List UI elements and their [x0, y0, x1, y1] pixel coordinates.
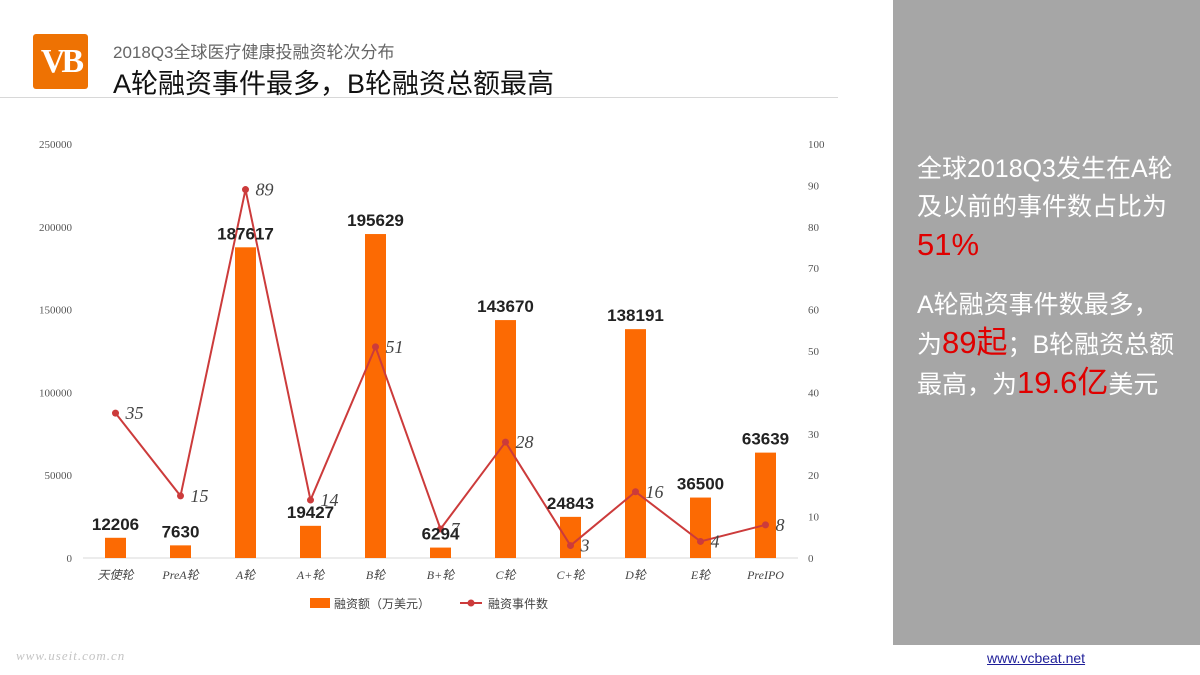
y-right-tick-label: 10	[808, 512, 820, 524]
bar-value-label: 195629	[347, 211, 404, 230]
x-tick-label: PreA轮	[161, 568, 199, 582]
y-left-tick-label: 200000	[39, 222, 73, 234]
y-right-tick-label: 30	[808, 429, 820, 441]
event-count-line	[114, 189, 766, 548]
y-right-tick-label: 70	[808, 263, 820, 275]
line-point	[502, 438, 509, 446]
line-value-label: 51	[386, 337, 404, 357]
bar	[430, 547, 451, 558]
x-tick-label: C轮	[495, 568, 516, 582]
line-value-label: 3	[580, 536, 590, 556]
summary-text: ；B轮融资总额最高，为	[917, 331, 1175, 399]
line-value-label: 28	[516, 432, 534, 452]
bar-value-label: 6294	[422, 525, 460, 544]
line-point	[177, 492, 184, 500]
summary-text: A轮融资事件数最多，为	[917, 291, 1159, 359]
bar	[690, 497, 711, 558]
slide-title: A轮融资事件最多，B轮融资总额最高	[113, 69, 555, 99]
summary-text: 全球2018Q3发生在A轮及以前的事件数占比为	[917, 155, 1173, 221]
legend-line-label: 融资事件数	[488, 596, 548, 611]
bar	[105, 537, 126, 558]
line-point	[307, 496, 314, 504]
line-point	[567, 542, 574, 550]
y-right-tick-label: 50	[808, 346, 820, 358]
vcbeat-logo: VB	[33, 34, 88, 89]
y-right-tick-label: 0	[808, 553, 814, 565]
bar-value-label: 24843	[547, 494, 594, 513]
summary-panel: 全球2018Q3发生在A轮及以前的事件数占比为 51% A轮融资事件数最多，为89…	[893, 0, 1200, 645]
summary-highlight: 19.6亿	[1017, 365, 1109, 400]
y-right-tick-label: 90	[808, 180, 820, 192]
y-right-tick-label: 100	[808, 139, 825, 151]
bar	[300, 525, 321, 558]
legend-line-marker	[467, 599, 475, 607]
line-value-label: 89	[256, 180, 274, 200]
line-value-label: 4	[711, 531, 720, 551]
y-left-tick-label: 0	[67, 553, 73, 565]
line-point	[632, 488, 639, 496]
summary-text: 美元	[1108, 371, 1159, 399]
bar	[235, 247, 256, 558]
bar-value-label: 7630	[162, 522, 200, 541]
x-tick-label: PreIPO	[746, 568, 784, 582]
bar-value-label: 12206	[92, 515, 139, 534]
y-right-tick-label: 40	[808, 387, 820, 399]
x-tick-label: B+轮	[427, 568, 455, 582]
line-value-label: 8	[776, 515, 785, 535]
funding-round-chart: 0 50000 100000 150000 200000 250000 0 10 20 30 40 5…	[39, 139, 825, 611]
watermark: www.useit.com.cn	[16, 648, 126, 663]
bar	[560, 516, 581, 558]
line-point	[762, 521, 769, 529]
line-value-label: 7	[451, 519, 461, 539]
legend-bar-swatch	[310, 598, 330, 608]
line-value-label: 16	[646, 482, 664, 502]
y-left-tick-label: 250000	[39, 139, 73, 151]
line-point	[437, 525, 444, 533]
bar-value-label: 187617	[217, 224, 274, 243]
bar	[625, 329, 646, 558]
y-right-tick-label: 80	[808, 222, 820, 234]
summary-highlight: 51%	[917, 227, 980, 262]
x-tick-label: C+轮	[556, 568, 585, 582]
bar-value-label: 143670	[477, 297, 534, 316]
slide-subtitle: 2018Q3全球医疗健康投融资轮次分布	[113, 43, 395, 62]
line-point	[372, 343, 379, 351]
summary-paragraph-2: A轮融资事件数最多，为89起；B轮融资总额最高，为19.6亿美元	[917, 286, 1182, 404]
line-point	[242, 186, 249, 194]
title-divider	[0, 97, 838, 98]
line-value-label: 15	[191, 486, 209, 506]
bar-value-label: 36500	[677, 475, 724, 494]
y-left-tick-label: 150000	[39, 305, 73, 317]
x-tick-label: E轮	[690, 568, 711, 582]
line-point	[697, 537, 704, 545]
bar	[170, 545, 191, 558]
vcbeat-link[interactable]: www.vcbeat.net	[987, 650, 1086, 666]
x-tick-label: A轮	[235, 568, 256, 582]
x-tick-label: A+轮	[296, 568, 325, 582]
x-tick-label: B轮	[366, 568, 386, 582]
line-point	[112, 409, 119, 417]
y-right-tick-label: 60	[808, 305, 820, 317]
bar-value-label: 138191	[607, 306, 664, 325]
x-tick-label: 天使轮	[97, 568, 134, 582]
y-left-tick-label: 50000	[45, 470, 73, 482]
y-right-tick-label: 20	[808, 470, 820, 482]
line-value-label: 35	[125, 403, 144, 423]
y-left-tick-label: 100000	[39, 387, 73, 399]
bar	[755, 452, 776, 558]
line-value-label: 14	[321, 490, 339, 510]
summary-paragraph-1: 全球2018Q3发生在A轮及以前的事件数占比为 51%	[917, 150, 1182, 266]
legend-bar-label: 融资额（万美元）	[334, 597, 430, 611]
bar	[365, 234, 386, 558]
bar-value-label: 63639	[742, 430, 789, 449]
x-tick-label: D轮	[624, 568, 647, 582]
summary-highlight: 89起	[942, 325, 1008, 360]
bar-value-label: 19427	[287, 503, 334, 522]
